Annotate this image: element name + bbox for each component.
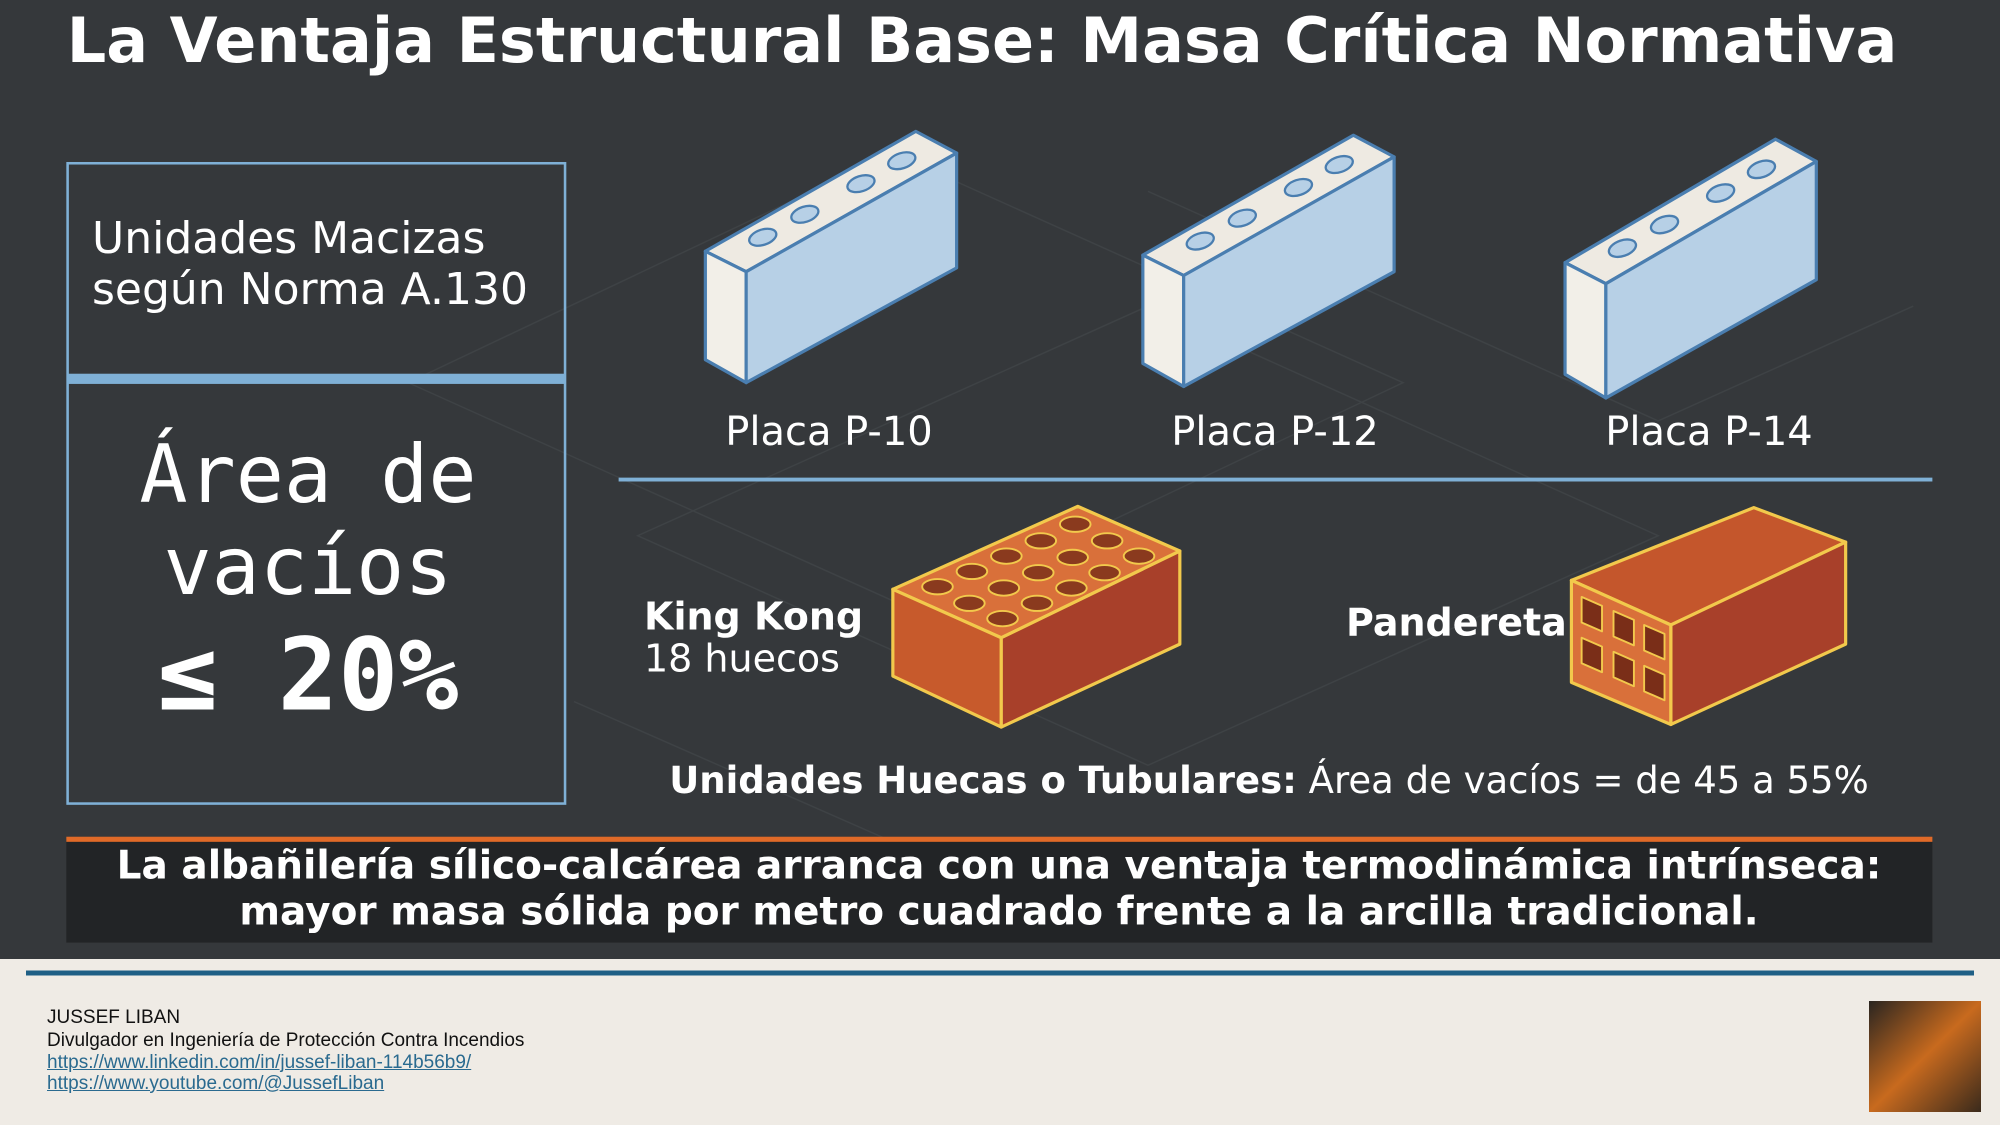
panel-heading: Unidades Macizas — [92, 213, 485, 264]
pandereta-brick — [1569, 506, 1848, 727]
plate-label: Placa P-12 — [1171, 409, 1379, 455]
profile-photo — [1869, 1001, 1981, 1112]
plate-block — [703, 129, 959, 385]
plate-label: Placa P-14 — [1605, 409, 1813, 455]
profile-link[interactable]: https://www.youtube.com/@JussefLiban — [47, 1073, 385, 1094]
void-limit: ≤ 20% — [157, 616, 458, 733]
slide-title: La Ventaja Estructural Base: Masa Crític… — [67, 4, 1898, 77]
hollow-note-text: Área de vacíos = de 45 a 55% — [1309, 758, 1869, 802]
void-text: vacíos — [164, 520, 453, 613]
author-name: JUSSEF LIBAN — [47, 1007, 181, 1028]
profile-link[interactable]: https://www.linkedin.com/in/jussef-liban… — [47, 1052, 472, 1073]
banner-background — [66, 839, 1933, 943]
banner-line: mayor masa sólida por metro cuadrado fre… — [239, 890, 1758, 935]
banner-line: La albañilería sílico-calcárea arranca c… — [117, 844, 1882, 889]
void-text: Área de — [139, 428, 476, 521]
plate-label: Placa P-10 — [725, 409, 933, 455]
panel-divider — [67, 373, 566, 384]
hollow-note: Unidades Huecas o Tubulares: Área de vac… — [669, 758, 1869, 802]
panel-heading: según Norma A.130 — [92, 264, 528, 315]
hollow-note-bold: Unidades Huecas o Tubulares: — [669, 759, 1297, 802]
king-kong-brick — [891, 504, 1182, 729]
brick-detail: 18 huecos — [644, 637, 840, 681]
solid-panel-frame — [66, 161, 567, 805]
brick-name: Pandereta — [1346, 601, 1567, 645]
banner-accent — [66, 836, 1933, 842]
author-role: Divulgador en Ingeniería de Protección C… — [47, 1030, 525, 1051]
brick-name: King Kong — [644, 595, 863, 639]
decoration — [66, 129, 1933, 943]
